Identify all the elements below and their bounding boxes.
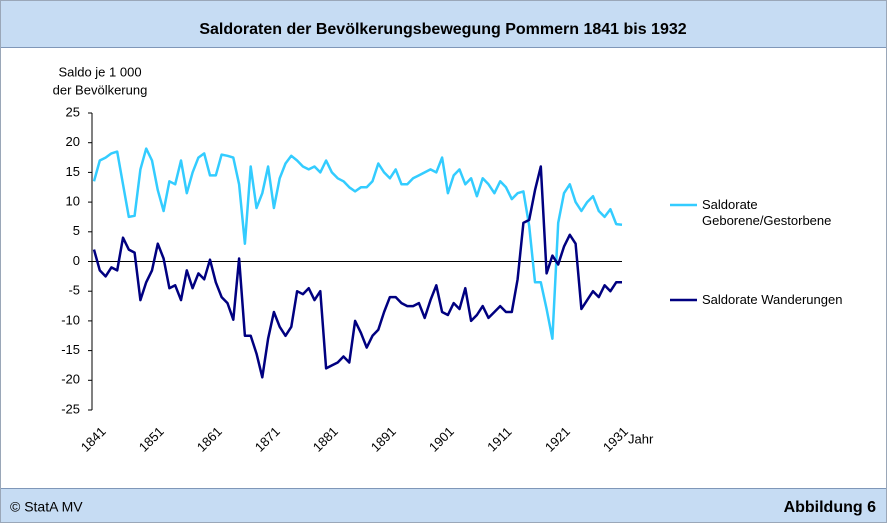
header-band xyxy=(1,1,886,47)
y-tick-label: 15 xyxy=(66,164,80,179)
y-tick-label: 5 xyxy=(73,223,80,238)
y-tick-label: -20 xyxy=(61,372,80,387)
series-line xyxy=(92,147,623,340)
y-tick-label: -10 xyxy=(61,312,80,327)
y-tick-label: -5 xyxy=(68,283,80,298)
y-tick-label: -15 xyxy=(61,342,80,357)
legend-label: Saldorate Wanderungen xyxy=(702,292,843,307)
y-tick-label: 10 xyxy=(66,194,80,209)
chart-title: Saldoraten der Bevölkerungsbewegung Pomm… xyxy=(199,21,686,38)
series-line xyxy=(92,165,622,379)
y-tick-label: -25 xyxy=(61,401,80,416)
footer-source: © StatA MV xyxy=(10,499,83,515)
x-axis-label: Jahr xyxy=(628,431,654,446)
legend-label: Saldorate Geborene/Gestorbene xyxy=(702,197,832,228)
footer-band xyxy=(1,489,886,522)
y-axis-label: der Bevölkerung xyxy=(53,82,148,97)
y-axis-label: Saldo je 1 000 xyxy=(58,64,141,79)
y-tick-label: 25 xyxy=(66,104,80,119)
y-tick-label: 0 xyxy=(73,253,80,268)
y-tick-label: 20 xyxy=(66,134,80,149)
footer-figure: Abbildung 6 xyxy=(784,499,877,516)
